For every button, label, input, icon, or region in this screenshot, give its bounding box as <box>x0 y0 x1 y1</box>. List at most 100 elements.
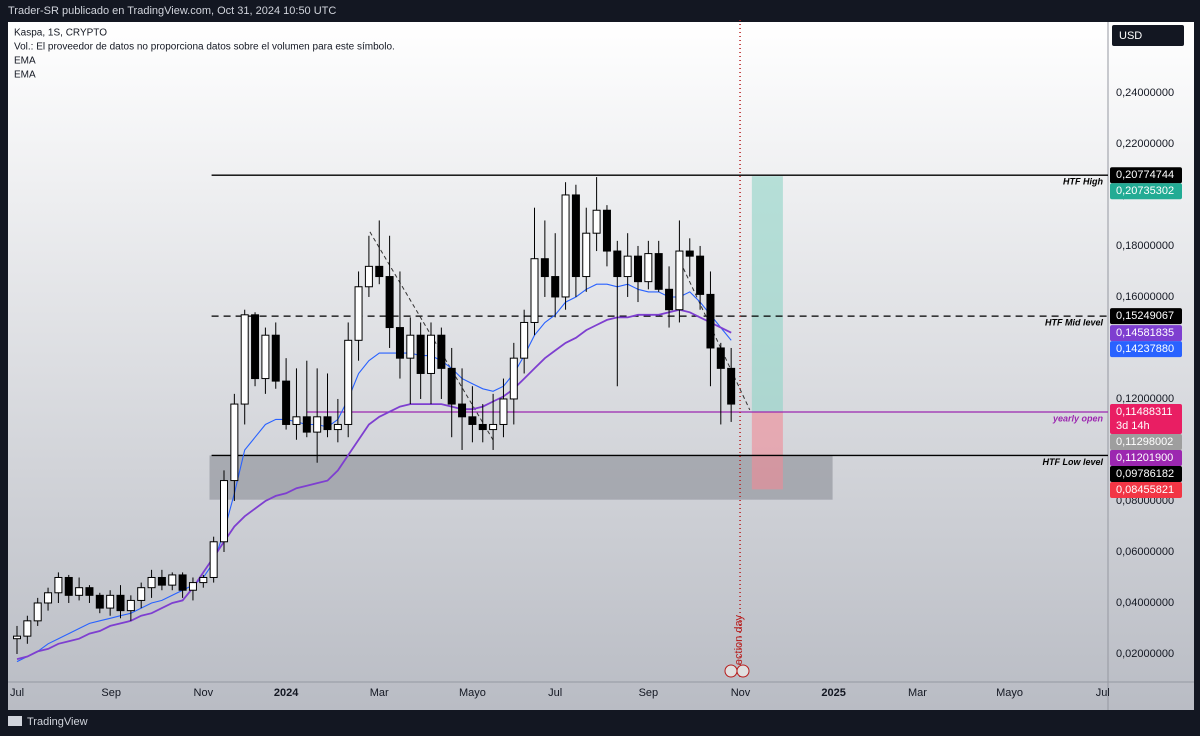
price-tag-label: 0,14581835 <box>1116 327 1174 339</box>
candle-body <box>406 334 415 359</box>
candle-body <box>696 255 705 295</box>
level-label: HTF High <box>1063 177 1103 187</box>
y-tick-label: 0,02000000 <box>1116 648 1174 660</box>
price-tag <box>1110 183 1182 200</box>
candle-body <box>188 582 197 591</box>
candle-body <box>126 599 135 612</box>
candle-body <box>344 339 353 425</box>
price-tag <box>1110 466 1182 483</box>
candle-body <box>168 574 177 586</box>
candle-body <box>540 258 549 278</box>
price-tag-label: 0,11298002 <box>1116 436 1173 448</box>
y-tick-label: 0,18000000 <box>1116 240 1174 252</box>
flag-icon[interactable] <box>724 664 738 678</box>
level-label: HTF Low level <box>1042 457 1103 467</box>
candle-body <box>623 255 632 278</box>
candle-body <box>64 576 73 596</box>
flag-icon[interactable] <box>736 664 750 678</box>
candle-body <box>685 250 694 257</box>
candle-body <box>116 594 125 612</box>
candle-body <box>364 265 373 288</box>
candle-body <box>240 314 249 405</box>
trend-line <box>679 261 751 411</box>
price-tag-label: 0,11201900 <box>1116 452 1173 464</box>
candle-body <box>95 594 104 609</box>
price-tag <box>1110 404 1182 435</box>
candle-body <box>106 594 115 609</box>
candle-body <box>427 334 436 374</box>
x-tick-label: Mar <box>370 687 389 699</box>
x-tick-label: Sep <box>639 687 659 699</box>
candle-body <box>602 209 611 252</box>
x-tick-label: Mayo <box>996 687 1023 699</box>
candle-body <box>727 367 736 405</box>
price-tag-label: 0,20735302 <box>1116 185 1174 197</box>
candle-body <box>23 620 32 637</box>
candle-body <box>644 253 653 283</box>
candle-body <box>313 416 322 433</box>
candle-body <box>458 403 467 418</box>
candle-body <box>634 255 643 283</box>
ema-legend: EMA <box>14 56 36 67</box>
currency[interactable]: USD <box>1119 30 1142 42</box>
price-tag-label: 0,11488311 <box>1116 406 1172 418</box>
candle-body <box>323 416 332 431</box>
x-tick-label: Nov <box>731 687 751 699</box>
price-tag <box>1110 308 1182 325</box>
price-tag-label: 0,09786182 <box>1116 468 1174 480</box>
level-label: yearly open <box>1052 413 1104 423</box>
candle-body <box>706 293 715 349</box>
candle-body <box>271 334 280 382</box>
price-tag-label: 0,14237880 <box>1116 343 1174 355</box>
currency-box[interactable] <box>1112 25 1184 46</box>
candle-body <box>251 314 260 380</box>
level-label: HTF Mid level <box>1045 317 1104 327</box>
symbol: Kaspa, 1S, CRYPTO <box>14 28 107 39</box>
candle-body <box>613 250 622 278</box>
candle-body <box>13 635 22 640</box>
candle-body <box>654 253 663 290</box>
candle-body <box>416 334 425 374</box>
axes: 0,020000000,040000000,060000000,08000000… <box>10 87 1182 699</box>
candle-body <box>147 576 156 589</box>
candle-body <box>468 416 477 425</box>
candle-body <box>509 357 518 400</box>
x-tick-label: 2024 <box>274 687 299 699</box>
ema-line <box>16 308 732 660</box>
plot: HTF High HTF Mid level yearly open HTF Low … <box>13 20 1108 680</box>
candle-body <box>54 576 63 594</box>
chart-panel <box>8 22 1194 710</box>
publisher: Trader-SR publicado en TradingView.com, … <box>8 5 336 17</box>
x-tick-label: 2025 <box>821 687 845 699</box>
candle-body <box>75 587 84 596</box>
candle-body <box>437 334 446 369</box>
ema-line <box>16 283 732 663</box>
ema-legend: EMA <box>14 70 36 81</box>
price-tag-label: 0,08455821 <box>1116 484 1174 496</box>
candle-body <box>571 194 580 278</box>
candle-body <box>478 423 487 431</box>
zone-box <box>751 176 783 413</box>
logo <box>8 716 22 726</box>
candle-body <box>582 232 591 278</box>
x-tick-label: Jul <box>1096 687 1110 699</box>
candle-body <box>665 288 674 311</box>
x-tick-label: Sep <box>101 687 121 699</box>
candle-body <box>354 286 363 341</box>
event-label: ection day <box>733 614 745 665</box>
countdown: 3d 14h <box>1116 420 1150 432</box>
x-tick-label: Jul <box>10 687 24 699</box>
zone-box <box>751 412 783 490</box>
candle-body <box>199 576 208 584</box>
price-tag <box>1110 450 1182 467</box>
volume-note: Vol.: El proveedor de datos no proporcio… <box>14 42 395 53</box>
candle-body <box>385 276 394 329</box>
footer-brand: TradingView <box>27 716 88 728</box>
candle-body <box>137 587 146 601</box>
candle-body <box>395 327 404 359</box>
candle-body <box>220 480 229 543</box>
price-tag <box>1110 325 1182 342</box>
y-tick-label: 0,12000000 <box>1116 393 1174 405</box>
